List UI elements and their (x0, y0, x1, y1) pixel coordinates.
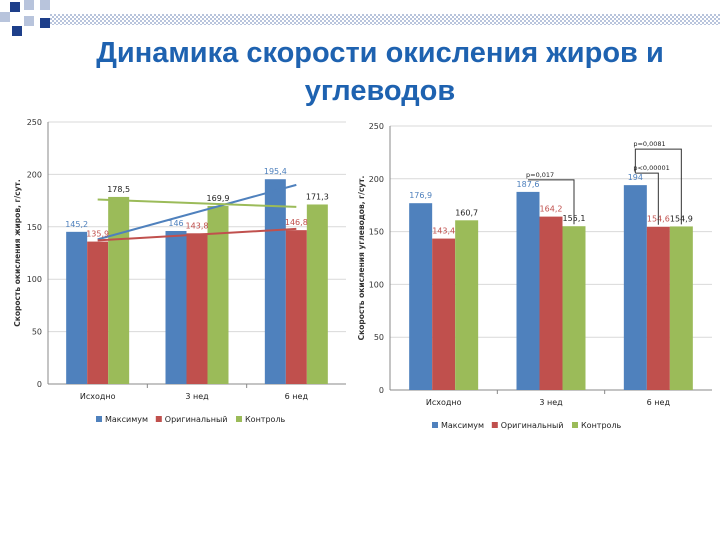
data-label: 143,8 (186, 221, 209, 230)
data-label: 169,9 (207, 194, 230, 203)
legend-entry: Контроль (245, 415, 286, 424)
significance-label: p=0,0081 (633, 140, 665, 148)
legend-entry: Оригинальный (501, 421, 564, 430)
bar (165, 230, 187, 384)
x-category-label: 6 нед (285, 392, 309, 401)
trendline (97, 198, 297, 208)
significance-bracket (634, 148, 682, 225)
legend-swatch (432, 422, 438, 428)
bar (264, 179, 286, 384)
trendline (97, 183, 297, 241)
significance-bracket (528, 179, 575, 225)
significance-bracket (635, 172, 659, 225)
x-category-label: 6 нед (647, 398, 671, 407)
data-label: 195,4 (264, 167, 287, 176)
fat-oxidation-chart: 0 50 100 150 200 250 Скорость окисления жиров,… (13, 118, 346, 424)
data-label: 171,3 (306, 192, 329, 201)
bar (516, 191, 540, 390)
significance-label: p=0,017 (526, 171, 554, 179)
legend-swatch (236, 416, 242, 422)
bar (432, 238, 456, 390)
bar (306, 204, 328, 384)
bar (186, 233, 208, 384)
page-title: Динамика скорости окисления жиров и угле… (40, 34, 720, 110)
data-label: 143,4 (432, 227, 455, 236)
carb-oxidation-chart: 0 50 100 150 200 250 Скорость окисления углево… (357, 122, 712, 430)
bar (285, 230, 307, 384)
x-category-label: Исходно (426, 398, 462, 407)
legend-swatch (491, 422, 498, 428)
significance-label: p<0,00001 (633, 164, 669, 172)
x-category-label: 3 нед (539, 398, 563, 407)
bar (455, 220, 479, 390)
data-label: 164,2 (540, 205, 563, 214)
data-label: 178,5 (107, 185, 130, 194)
legend-entry: Максимум (105, 415, 148, 424)
y-tick-label: 200 (369, 175, 384, 184)
bar (108, 196, 130, 384)
y-tick-label: 150 (27, 223, 42, 232)
y-tick-label: 250 (369, 122, 384, 131)
data-label: 146 (168, 219, 183, 228)
data-label: 146,8 (285, 218, 308, 227)
y-axis-label: Скорость окисления углеводов, г/сут. (357, 176, 366, 341)
bar (646, 226, 670, 390)
legend-entry: Контроль (581, 421, 622, 430)
x-category-label: 3 нед (185, 392, 209, 401)
bar (623, 185, 647, 390)
y-tick-label: 0 (37, 380, 42, 389)
data-label: 160,7 (455, 208, 478, 217)
y-axis-label: Скорость окисления жиров, г/сут. (13, 179, 22, 327)
y-tick-label: 100 (369, 280, 384, 289)
legend-swatch (96, 416, 102, 422)
y-tick-label: 200 (27, 170, 42, 179)
bar (409, 203, 433, 390)
data-label: 145,2 (65, 220, 88, 229)
y-tick-label: 50 (374, 333, 384, 342)
title-line-1: Динамика скорости окисления жиров и (96, 37, 664, 69)
data-label: 194 (628, 173, 643, 182)
legend-swatch (572, 422, 578, 428)
corner-squares-decoration (0, 0, 720, 36)
y-tick-label: 100 (27, 275, 42, 284)
legend-entry: Оригинальный (165, 415, 228, 424)
legend-swatch (155, 416, 162, 422)
x-category-label: Исходно (80, 392, 116, 401)
bar (562, 226, 586, 390)
bar (669, 226, 693, 390)
title-line-2: углеводов (304, 75, 456, 107)
y-tick-label: 50 (32, 328, 42, 337)
y-tick-label: 0 (379, 386, 384, 395)
y-tick-label: 150 (369, 228, 384, 237)
y-tick-label: 250 (27, 118, 42, 127)
data-label: 187,6 (517, 180, 540, 189)
data-label: 176,9 (409, 191, 432, 200)
bar (87, 241, 109, 384)
bar (207, 205, 229, 384)
legend-entry: Максимум (441, 421, 484, 430)
bar (539, 216, 563, 390)
bar (66, 231, 88, 384)
data-label: 135,9 (86, 230, 109, 239)
trendline (97, 227, 297, 242)
